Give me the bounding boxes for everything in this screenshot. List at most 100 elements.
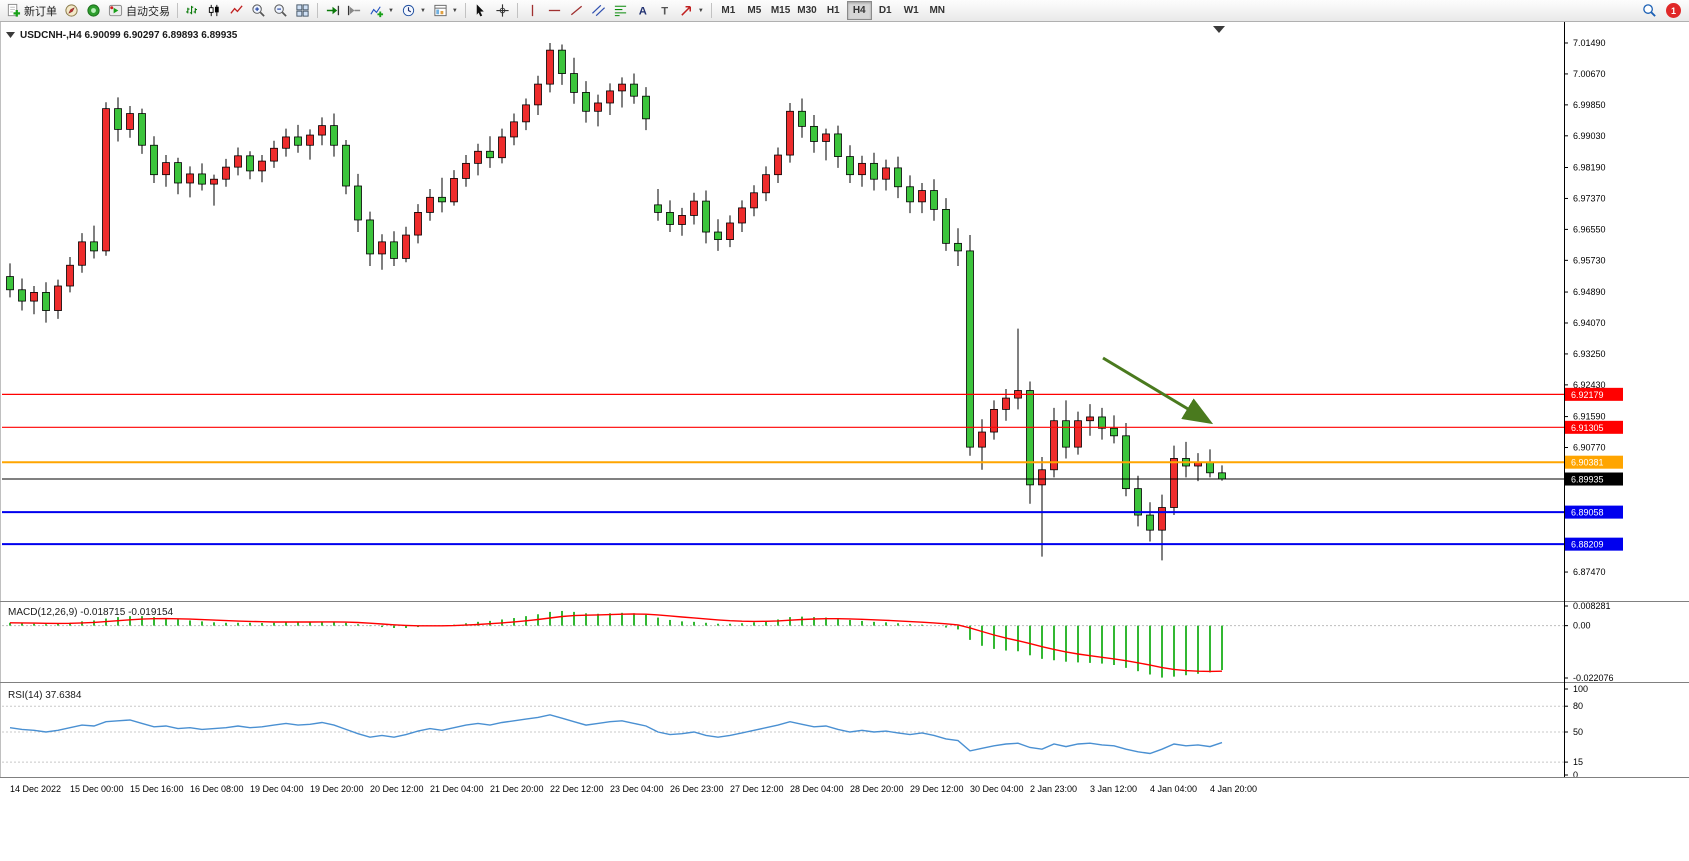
price-badge-6.91305: 6.91305	[1565, 420, 1623, 434]
channel-tool-button[interactable]	[588, 1, 609, 20]
chart-shift-button[interactable]	[344, 1, 365, 20]
svg-text:6.98190: 6.98190	[1573, 163, 1606, 173]
horizontal-line-tool-button[interactable]	[544, 1, 565, 20]
timeframe-m30-button[interactable]: M30	[794, 1, 819, 20]
timeframe-w1-button[interactable]: W1	[899, 1, 924, 20]
svg-text:0.00: 0.00	[1573, 621, 1591, 631]
timeframe-mn-button[interactable]: MN	[925, 1, 950, 20]
svg-text:28 Dec 04:00: 28 Dec 04:00	[790, 784, 844, 794]
chevron-down-icon: ▼	[697, 7, 704, 14]
zoom-in-icon	[252, 4, 265, 17]
price-badge-6.89935: 6.89935	[1565, 472, 1623, 486]
one-click-trading-toggle[interactable]	[6, 32, 15, 38]
svg-text:6.97370: 6.97370	[1573, 193, 1606, 203]
timeframe-m1-button[interactable]: M1	[716, 1, 741, 20]
svg-text:6.92179: 6.92179	[1571, 390, 1604, 400]
svg-text:26 Dec 23:00: 26 Dec 23:00	[670, 784, 724, 794]
vertical-line-tool-button[interactable]	[522, 1, 543, 20]
arrows-tool-button[interactable]: ▼	[676, 1, 707, 20]
fibonacci-tool-button[interactable]	[610, 1, 631, 20]
svg-text:4 Jan 20:00: 4 Jan 20:00	[1210, 784, 1257, 794]
vertical-line-icon	[531, 4, 534, 17]
macd-histogram	[9, 610, 1223, 678]
candlestick-series	[6, 42, 1226, 561]
metaeditor-button[interactable]	[61, 1, 82, 20]
svg-text:6.91590: 6.91590	[1573, 412, 1606, 422]
line-chart-type-button[interactable]	[226, 1, 247, 20]
bar-chart-type-button[interactable]	[182, 1, 203, 20]
text-tool-button[interactable]: A	[632, 1, 653, 20]
svg-text:15: 15	[1573, 757, 1583, 767]
zoom-out-button[interactable]	[270, 1, 291, 20]
auto-trading-label: 自动交易	[126, 5, 170, 18]
new-order-label: 新订单	[24, 5, 57, 18]
chevron-down-icon: ▼	[419, 7, 426, 14]
svg-text:6.87470: 6.87470	[1573, 567, 1606, 577]
svg-text:3 Jan 12:00: 3 Jan 12:00	[1090, 784, 1137, 794]
text-tool-icon: A	[639, 6, 647, 18]
svg-text:6.90770: 6.90770	[1573, 443, 1606, 453]
auto-scroll-icon	[326, 5, 340, 16]
svg-text:6.89058: 6.89058	[1571, 508, 1604, 518]
price-badge-6.89058: 6.89058	[1565, 505, 1623, 519]
toolbar-separator	[177, 3, 178, 18]
templates-button[interactable]: ▼	[430, 1, 461, 20]
price-badge-6.88209: 6.88209	[1565, 537, 1623, 551]
svg-text:6.99030: 6.99030	[1573, 131, 1606, 141]
trendline-tool-button[interactable]	[566, 1, 587, 20]
svg-text:6.99850: 6.99850	[1573, 100, 1606, 110]
auto-scroll-button[interactable]	[322, 1, 343, 20]
community-icon	[87, 4, 100, 17]
crosshair-tool-button[interactable]	[492, 1, 513, 20]
timeframe-d1-button[interactable]: D1	[873, 1, 898, 20]
crosshair-icon	[496, 4, 509, 17]
tile-windows-icon	[296, 4, 309, 17]
svg-text:7.00670: 7.00670	[1573, 69, 1606, 79]
svg-text:19 Dec 20:00: 19 Dec 20:00	[310, 784, 364, 794]
timeframe-h1-button[interactable]: H1	[821, 1, 846, 20]
chart-shift-marker[interactable]	[1213, 26, 1225, 33]
candlestick-type-icon	[208, 4, 219, 17]
indicators-button[interactable]: ▼	[366, 1, 397, 20]
svg-text:22 Dec 12:00: 22 Dec 12:00	[550, 784, 604, 794]
svg-text:29 Dec 12:00: 29 Dec 12:00	[910, 784, 964, 794]
cursor-icon	[476, 4, 484, 17]
candlestick-type-button[interactable]	[204, 1, 225, 20]
rsi-line	[9, 714, 1223, 755]
svg-text:30 Dec 04:00: 30 Dec 04:00	[970, 784, 1024, 794]
timeframe-h4-button[interactable]: H4	[846, 1, 872, 20]
chart-canvas[interactable]: 7.01490 7.00670 6.99850 6.99030 6.98190 6.973…	[0, 22, 1689, 861]
svg-text:19 Dec 04:00: 19 Dec 04:00	[250, 784, 304, 794]
toolbar-separator	[710, 3, 712, 18]
svg-text:27 Dec 12:00: 27 Dec 12:00	[730, 784, 784, 794]
svg-text:21 Dec 20:00: 21 Dec 20:00	[490, 784, 544, 794]
trend-arrow-annotation[interactable]	[1102, 356, 1214, 425]
macd-title: MACD(12,26,9) -0.018715 -0.019154	[8, 607, 174, 618]
time-axis: 14 Dec 2022 15 Dec 00:00 15 Dec 16:00 16 De…	[10, 784, 1257, 794]
chart-shift-icon	[347, 5, 361, 16]
periods-button[interactable]: ▼	[398, 1, 429, 20]
community-button[interactable]	[83, 1, 104, 20]
fibonacci-icon	[614, 5, 626, 17]
svg-text:50: 50	[1573, 727, 1583, 737]
svg-text:14 Dec 2022: 14 Dec 2022	[10, 784, 61, 794]
new-order-button[interactable]: 新订单	[3, 1, 60, 20]
toolbar-separator	[317, 3, 318, 18]
notification-badge[interactable]: 1	[1666, 3, 1681, 18]
timeframe-m5-button[interactable]: M5	[742, 1, 767, 20]
timeframe-m15-button[interactable]: M15	[768, 1, 793, 20]
bar-chart-type-icon	[186, 5, 197, 15]
zoom-in-button[interactable]	[248, 1, 269, 20]
svg-text:6.91305: 6.91305	[1571, 423, 1604, 433]
label-tool-button[interactable]: T	[654, 1, 675, 20]
chevron-down-icon: ▼	[451, 7, 458, 14]
tile-windows-button[interactable]	[292, 1, 313, 20]
svg-text:A: A	[639, 6, 647, 18]
svg-text:4 Jan 04:00: 4 Jan 04:00	[1150, 784, 1197, 794]
auto-trading-button[interactable]: 自动交易	[105, 1, 173, 20]
cursor-tool-button[interactable]	[470, 1, 491, 20]
search-icon	[1643, 4, 1656, 17]
search-button[interactable]	[1639, 1, 1660, 20]
svg-text:80: 80	[1573, 701, 1583, 711]
svg-text:6.94070: 6.94070	[1573, 318, 1606, 328]
